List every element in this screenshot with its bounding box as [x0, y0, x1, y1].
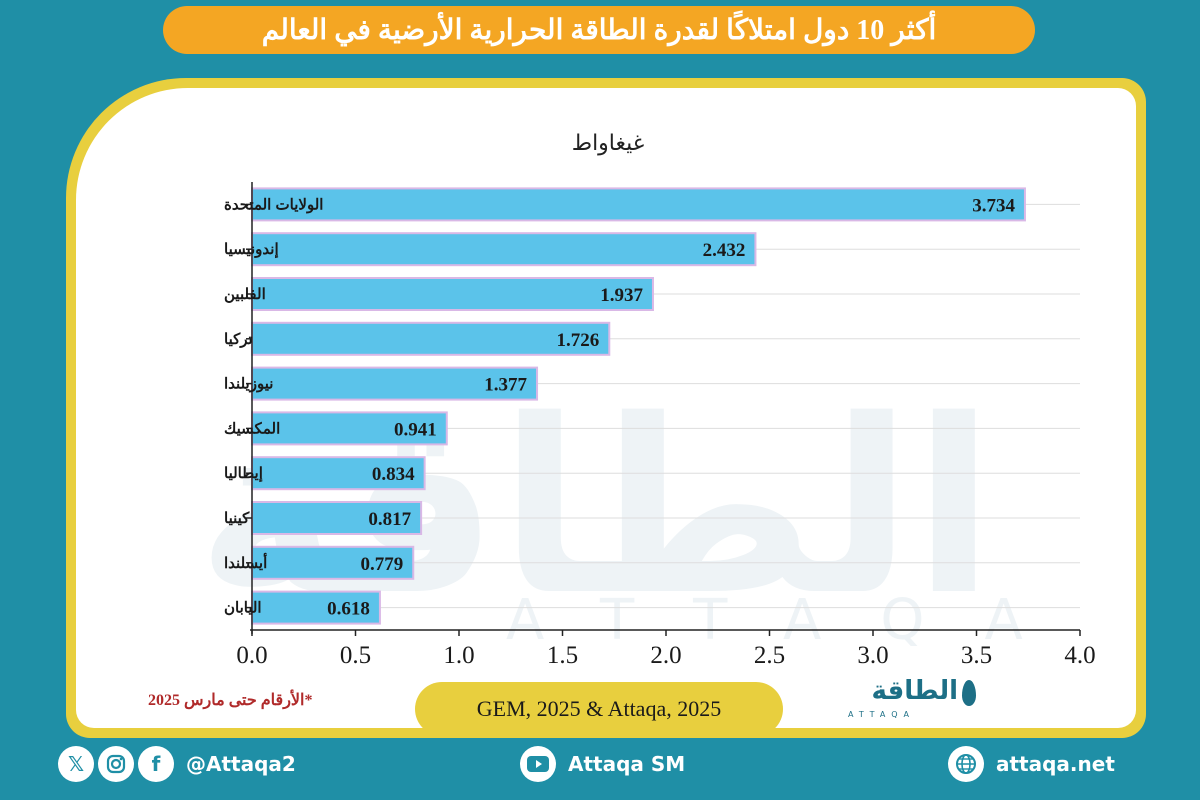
category-label: أيسلندا	[224, 552, 267, 572]
globe-icon[interactable]	[948, 746, 984, 782]
title-banner: أكثر 10 دول امتلاكًا لقدرة الطاقة الحرار…	[163, 6, 1035, 54]
youtube-link: Attaqa SM	[520, 746, 685, 782]
category-label: إيطاليا	[224, 465, 263, 482]
footer: 𝕏 f @Attaqa2 Attaqa SM attaqa.net	[0, 740, 1200, 800]
x-tick-label: 1.5	[547, 642, 578, 669]
bar	[251, 545, 415, 580]
youtube-handle[interactable]: Attaqa SM	[568, 752, 686, 776]
facebook-icon[interactable]: f	[138, 746, 174, 782]
bar-value-label: 0.817	[368, 509, 411, 530]
bar-value-label: 1.377	[484, 375, 527, 396]
category-label: تركيا	[224, 331, 253, 348]
x-icon[interactable]: 𝕏	[58, 746, 94, 782]
website-url[interactable]: attaqa.net	[996, 752, 1115, 776]
footnote: *الأرقام حتى مارس 2025	[148, 692, 313, 709]
x-tick-label: 0.0	[236, 642, 267, 669]
bar	[251, 321, 611, 356]
bar-value-label: 1.726	[557, 330, 600, 351]
bar	[251, 501, 423, 535]
page-title: أكثر 10 دول امتلاكًا لقدرة الطاقة الحرار…	[261, 15, 937, 46]
youtube-icon[interactable]	[520, 746, 556, 782]
attaqa-logo: الطاقة ATTAQA	[846, 676, 976, 724]
bar	[251, 232, 757, 267]
bar-value-label: 2.432	[703, 240, 746, 261]
category-label: الفلبين	[224, 286, 266, 303]
bars: 3.734 2.432 1.937 1.726 1.377 0.941 0.834 0.817…	[251, 187, 1026, 625]
source-badge: GEM, 2025 & Attaqa, 2025	[415, 682, 783, 736]
social-links: 𝕏 f @Attaqa2	[58, 746, 296, 782]
x-axis: 0.0 0.5 1.0 1.5 2.0 2.5 3.0 3.5 4.0 الولايات المت…	[224, 182, 1096, 669]
bar	[251, 277, 654, 311]
x-tick-label: 4.0	[1064, 642, 1095, 669]
unit-label: غيغاواط	[572, 131, 645, 156]
category-label: نيوزيلندا	[224, 376, 273, 393]
category-label: المكسيك	[224, 420, 280, 437]
bar-value-label: 3.734	[972, 195, 1015, 216]
bar	[251, 456, 426, 491]
website-link: attaqa.net	[948, 746, 1115, 782]
bar-value-label: 0.618	[327, 599, 370, 620]
social-handle[interactable]: @Attaqa2	[186, 752, 296, 776]
bar-value-label: 0.779	[361, 554, 404, 575]
logo-text: الطاقة	[871, 676, 958, 706]
category-label: كينيا	[224, 510, 250, 527]
bar-value-label: 1.937	[600, 285, 643, 306]
bar-value-label: 0.834	[372, 464, 415, 485]
instagram-icon[interactable]	[98, 746, 134, 782]
x-tick-label: 2.0	[650, 642, 681, 669]
x-tick-label: 3.0	[857, 642, 888, 669]
category-label: إندونيسيا	[224, 241, 279, 258]
x-tick-label: 0.5	[340, 642, 371, 669]
x-tick-label: 1.0	[443, 642, 474, 669]
drop-icon	[962, 680, 976, 706]
bar	[251, 411, 448, 446]
source-text: GEM, 2025 & Attaqa, 2025	[476, 696, 722, 721]
category-label: الولايات المتحدة	[224, 196, 323, 213]
bar-value-label: 0.941	[394, 419, 437, 440]
x-tick-label: 2.5	[754, 642, 785, 669]
x-tick-label: 3.5	[961, 642, 992, 669]
category-label: اليابان	[224, 600, 262, 617]
logo-subtext: ATTAQA	[848, 710, 915, 719]
watermark-subtext: ATTAQA	[506, 588, 1083, 653]
bar	[251, 366, 539, 401]
bar	[251, 187, 1026, 222]
